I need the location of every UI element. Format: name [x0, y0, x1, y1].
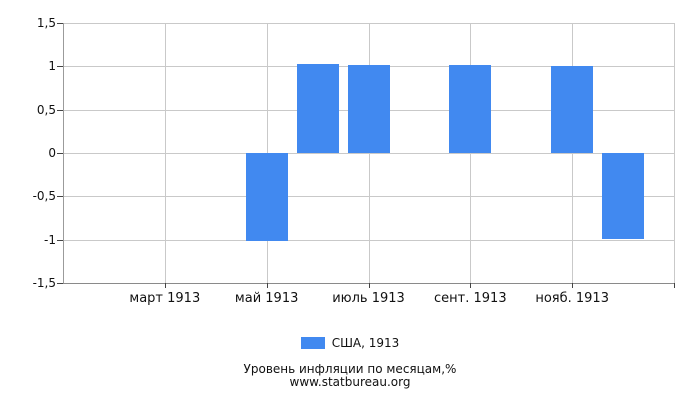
bar-нояб-1913: [551, 66, 594, 153]
x-tick-label: май 1913: [234, 291, 299, 306]
x-tick-label: март 1913: [129, 291, 201, 306]
x-axis-tick: [470, 283, 472, 288]
legend-label: США, 1913: [331, 336, 400, 350]
y-axis-tick: [57, 66, 63, 68]
y-axis-tick: [57, 153, 63, 154]
y-tick-label: 1: [48, 59, 56, 74]
bar-июнь-1913: [296, 63, 339, 153]
x-axis-tick: [164, 283, 166, 288]
y-tick-label: -0,5: [32, 189, 56, 204]
y-tick-label: -1,5: [32, 276, 56, 290]
gridline-vertical: [368, 23, 370, 283]
y-tick-label: 0,5: [36, 102, 56, 117]
gridline-vertical: [572, 23, 574, 283]
y-tick-label: -1: [44, 232, 56, 247]
source-url: www.statbureau.org: [289, 374, 411, 389]
x-tick-label: нояб. 1913: [535, 291, 609, 306]
chart-title: Уровень инфляции по месяцам,%: [243, 362, 457, 376]
bar-май-1913: [245, 153, 288, 242]
gridline-vertical: [470, 23, 472, 283]
x-tick-label: сент. 1913: [434, 291, 507, 306]
y-axis-tick: [57, 239, 63, 241]
chart-footer: Уровень инфляции по месяцам,% www.statbu…: [0, 363, 700, 388]
y-tick-label: 1,5: [36, 16, 56, 30]
legend: США, 1913: [0, 335, 700, 351]
y-axis-line: [63, 23, 64, 284]
bar-сент-1913: [449, 65, 492, 153]
y-axis-tick: [57, 283, 63, 284]
y-tick-label: 0: [48, 146, 56, 160]
bar-дек-1913: [602, 153, 645, 239]
x-axis-tick: [266, 283, 268, 288]
y-axis-tick: [57, 23, 63, 24]
legend-swatch: [300, 337, 325, 349]
gridline-vertical: [674, 23, 675, 283]
x-tick-label: июль 1913: [332, 291, 405, 306]
x-axis-tick: [368, 283, 370, 288]
bar-июль-1913: [347, 64, 390, 153]
y-axis-tick: [57, 109, 63, 111]
x-axis-tick: [674, 283, 675, 288]
x-axis-tick: [572, 283, 574, 288]
y-axis-tick: [57, 196, 63, 198]
gridline-vertical: [164, 23, 166, 283]
